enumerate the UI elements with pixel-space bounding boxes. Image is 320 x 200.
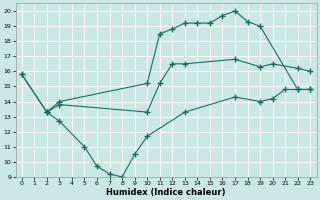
X-axis label: Humidex (Indice chaleur): Humidex (Indice chaleur) [106, 188, 226, 197]
